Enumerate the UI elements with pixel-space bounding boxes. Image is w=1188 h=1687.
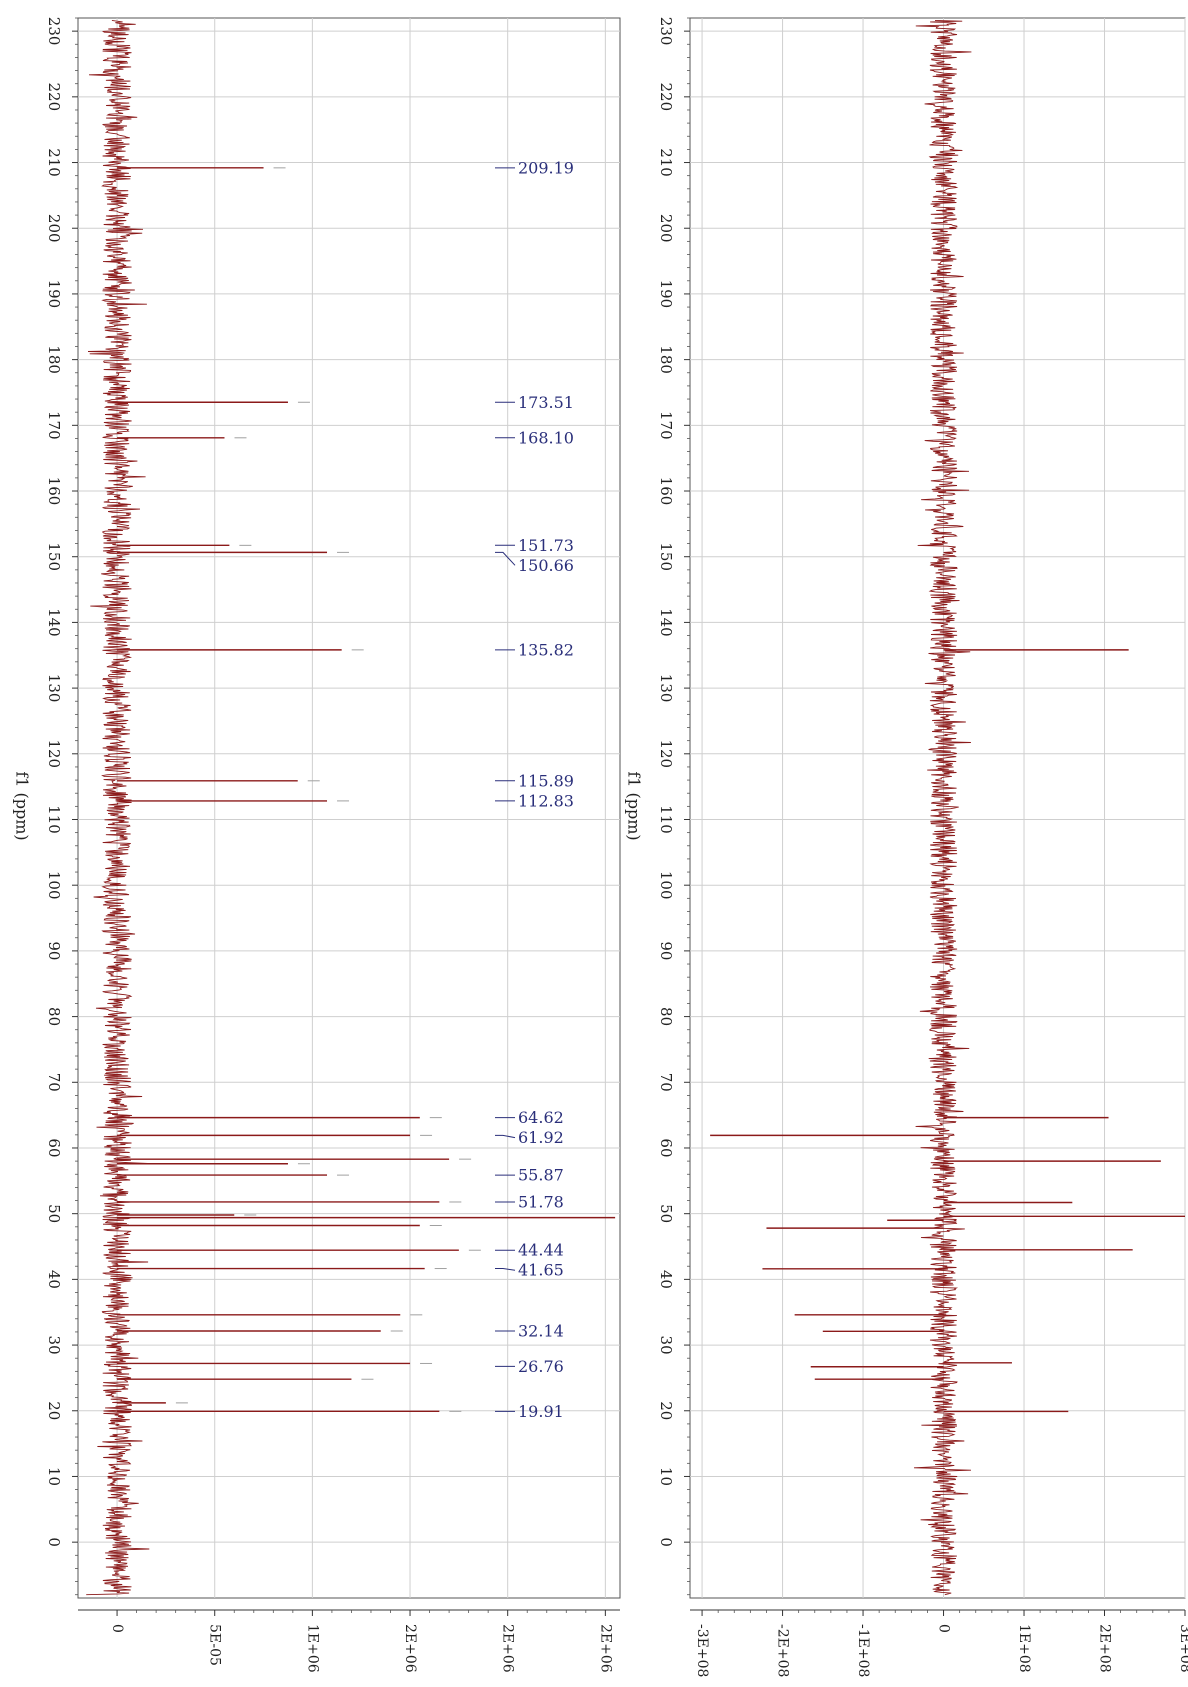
ppm-axis-title: f1 (ppm) [625, 771, 644, 840]
peak-label: 61.92 [518, 1128, 564, 1147]
peak-label-leader [495, 1135, 515, 1137]
ppm-tick-label: 30 [45, 1336, 63, 1355]
intensity-tick-label: 5E-05 [207, 1624, 223, 1666]
peak-label: 209.19 [518, 158, 574, 177]
peak-label: 32.14 [518, 1322, 564, 1341]
ppm-tick-label: 50 [657, 1204, 675, 1223]
ppm-tick-label: 190 [657, 280, 675, 309]
ppm-axis-title: f1 (ppm) [13, 771, 32, 840]
peak-label: 44.44 [518, 1241, 564, 1260]
ppm-tick-label: 160 [657, 477, 675, 506]
ppm-tick-label: 150 [657, 542, 675, 571]
ppm-tick-label: 170 [45, 411, 63, 440]
intensity-tick-label: 2E+06 [500, 1624, 516, 1673]
intensity-tick-label: 2E+08 [1097, 1624, 1113, 1673]
peak-label-leader [495, 1269, 515, 1271]
ppm-tick-label: 0 [657, 1537, 675, 1547]
ppm-tick-label: 210 [45, 148, 63, 177]
ppm-tick-label: 230 [657, 17, 675, 46]
ppm-tick-label: 70 [657, 1073, 675, 1092]
spectrum-panel-left: 2302202102001901801701601501401301201101… [13, 17, 621, 1673]
ppm-tick-label: 180 [45, 345, 63, 374]
ppm-tick-label: 90 [657, 941, 675, 960]
ppm-tick-label: 220 [45, 83, 63, 112]
intensity-tick-label: 0 [936, 1624, 952, 1633]
peak-label: 168.10 [518, 428, 574, 447]
ppm-tick-label: 50 [45, 1204, 63, 1223]
ppm-tick-label: 120 [657, 739, 675, 768]
ppm-tick-label: 140 [657, 608, 675, 637]
ppm-tick-label: 110 [657, 805, 675, 834]
ppm-tick-label: 200 [657, 214, 675, 243]
ppm-tick-label: 120 [45, 739, 63, 768]
intensity-tick-label: 0 [109, 1624, 125, 1633]
ppm-tick-label: 110 [45, 805, 63, 834]
ppm-tick-label: 210 [657, 148, 675, 177]
peak-label-leader [495, 552, 515, 565]
peak-label: 26.76 [518, 1357, 564, 1376]
ppm-tick-label: 80 [45, 1007, 63, 1026]
ppm-tick-label: 150 [45, 542, 63, 571]
peak-label: 51.78 [518, 1192, 564, 1211]
ppm-tick-label: 80 [657, 1007, 675, 1026]
intensity-tick-label: 1E+06 [304, 1624, 320, 1673]
peak-label: 150.66 [518, 556, 574, 575]
ppm-tick-label: 130 [45, 674, 63, 703]
ppm-tick-label: 140 [45, 608, 63, 637]
ppm-tick-label: 30 [657, 1336, 675, 1355]
intensity-tick-label: -1E+08 [855, 1624, 871, 1677]
ppm-tick-label: 70 [45, 1073, 63, 1092]
ppm-tick-label: 60 [45, 1138, 63, 1157]
peak-label: 41.65 [518, 1261, 564, 1280]
peak-label: 64.62 [518, 1108, 564, 1127]
ppm-tick-label: 100 [657, 871, 675, 900]
plot-frame [690, 18, 1185, 1598]
ppm-tick-label: 40 [657, 1270, 675, 1289]
intensity-tick-label: -3E+08 [694, 1624, 710, 1677]
intensity-tick-label: 2E+06 [402, 1624, 418, 1673]
peak-label: 19.91 [518, 1402, 564, 1421]
ppm-tick-label: 130 [657, 674, 675, 703]
peak-label: 173.51 [518, 393, 574, 412]
ppm-tick-label: 180 [657, 345, 675, 374]
peak-label: 55.87 [518, 1166, 564, 1185]
ppm-tick-label: 0 [45, 1537, 63, 1547]
ppm-tick-label: 40 [45, 1270, 63, 1289]
ppm-tick-label: 190 [45, 280, 63, 309]
peak-label: 151.73 [518, 536, 574, 555]
ppm-tick-label: 20 [45, 1401, 63, 1420]
ppm-tick-label: 100 [45, 871, 63, 900]
ppm-tick-label: 220 [657, 83, 675, 112]
intensity-tick-label: 3E+08 [1177, 1624, 1188, 1673]
ppm-tick-label: 90 [45, 941, 63, 960]
intensity-tick-label: 2E+06 [597, 1624, 613, 1673]
peak-label: 112.83 [518, 791, 574, 810]
ppm-tick-label: 160 [45, 477, 63, 506]
noise-trace [914, 20, 971, 1594]
intensity-tick-label: 1E+08 [1016, 1624, 1032, 1673]
ppm-tick-label: 60 [657, 1138, 675, 1157]
ppm-tick-label: 10 [45, 1467, 63, 1486]
peak-label: 135.82 [518, 640, 574, 659]
ppm-tick-label: 170 [657, 411, 675, 440]
intensity-tick-label: -2E+08 [775, 1624, 791, 1677]
ppm-tick-label: 20 [657, 1401, 675, 1420]
ppm-tick-label: 230 [45, 17, 63, 46]
ppm-tick-label: 200 [45, 214, 63, 243]
peak-label: 115.89 [518, 771, 574, 790]
spectrum-panel-right: 2302202102001901801701601501401301201101… [625, 17, 1188, 1678]
ppm-tick-label: 10 [657, 1467, 675, 1486]
noise-trace [86, 20, 149, 1594]
